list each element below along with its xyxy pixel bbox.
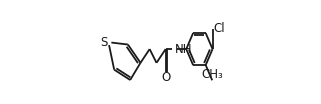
Text: S: S: [100, 36, 108, 49]
Text: NH: NH: [175, 43, 192, 56]
Text: Cl: Cl: [213, 22, 225, 35]
Text: CH₃: CH₃: [202, 68, 223, 81]
Text: O: O: [161, 71, 170, 84]
